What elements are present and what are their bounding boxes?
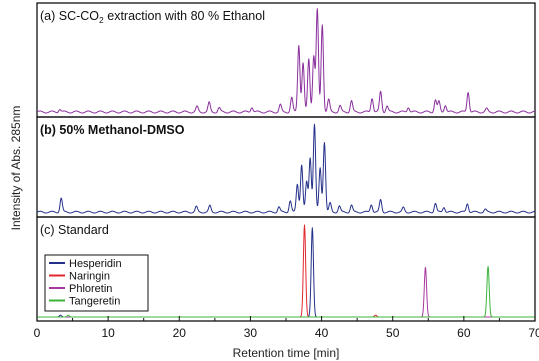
tangeretin-trace: [36, 265, 536, 318]
legend-frame: [44, 254, 149, 312]
x-axis-label: Retention time [min]: [233, 346, 340, 360]
panel-label: (a) SC-CO2 extraction with 80 % Ethanol: [40, 9, 265, 25]
x-tick-label: 50: [386, 326, 400, 340]
x-tick-label: 60: [457, 326, 471, 340]
x-tick-label: 40: [315, 326, 329, 340]
panels-layer: (a) SC-CO2 extraction with 80 % Ethanol (…: [36, 2, 536, 322]
legend-entry: Hesperidin: [69, 258, 122, 270]
legend-entry: Naringin: [69, 271, 110, 283]
panel-label: (b) 50% Methanol-DMSO: [40, 123, 185, 137]
legend-entry: Phloretin: [69, 283, 112, 295]
y-axis-label: Intensity of Abs. 285nm: [9, 106, 23, 231]
legend-entry: Tangeretin: [69, 296, 120, 308]
sample-trace: [36, 8, 536, 114]
x-tick-label: 20: [173, 326, 187, 340]
x-axis: 0 10 20 30 40 50 60 70: [34, 316, 539, 340]
panel-3: (c) Standard: [36, 216, 536, 322]
x-tick-label: 10: [101, 326, 115, 340]
x-tick-label: 0: [34, 326, 41, 340]
x-tick-label: 70: [528, 326, 539, 340]
x-tick-label: 30: [244, 326, 258, 340]
sample-trace: [36, 123, 536, 214]
panel-label: (c) Standard: [40, 223, 109, 237]
